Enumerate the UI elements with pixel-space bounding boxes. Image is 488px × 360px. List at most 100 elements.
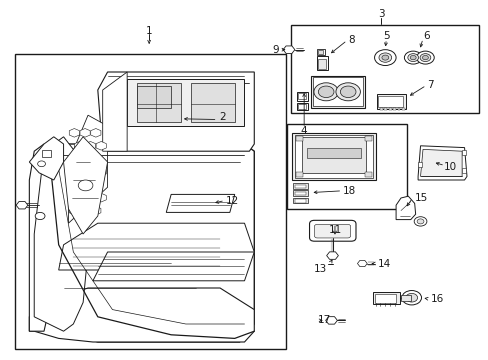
Bar (379, 108, 382, 110)
Bar (293, 198, 307, 203)
Polygon shape (420, 149, 461, 176)
Circle shape (404, 51, 421, 64)
Bar (286, 124, 406, 209)
Circle shape (422, 55, 427, 60)
FancyBboxPatch shape (309, 220, 355, 241)
Bar (296, 136, 303, 141)
Text: 5: 5 (382, 31, 389, 41)
Polygon shape (166, 194, 234, 212)
Circle shape (78, 180, 93, 191)
Polygon shape (68, 115, 107, 223)
Bar (306, 148, 360, 158)
Text: 7: 7 (426, 80, 433, 90)
Bar (318, 59, 325, 69)
Bar (461, 150, 465, 155)
Polygon shape (59, 223, 254, 270)
Bar (316, 49, 324, 55)
Bar (294, 192, 305, 195)
Circle shape (416, 51, 433, 64)
Bar (372, 292, 399, 304)
Polygon shape (34, 144, 254, 342)
Bar (302, 137, 365, 173)
Bar (318, 50, 323, 54)
Bar (293, 183, 307, 189)
Polygon shape (29, 137, 63, 180)
Circle shape (340, 86, 355, 98)
Circle shape (401, 291, 421, 305)
Bar (392, 108, 395, 110)
Bar (376, 94, 405, 109)
Polygon shape (63, 137, 107, 234)
Circle shape (413, 217, 426, 226)
Text: 15: 15 (414, 193, 427, 203)
Bar (401, 108, 404, 110)
Bar (388, 108, 391, 110)
Circle shape (405, 293, 417, 302)
Bar (294, 135, 372, 178)
Bar (311, 76, 365, 108)
Bar (298, 104, 305, 109)
Bar (384, 108, 386, 110)
Bar (364, 172, 371, 177)
Text: 2: 2 (219, 112, 225, 122)
Text: 12: 12 (225, 195, 239, 206)
Circle shape (38, 161, 45, 167)
Circle shape (318, 86, 333, 98)
Bar (190, 83, 234, 122)
Bar (400, 295, 410, 301)
Bar (290, 25, 478, 113)
FancyBboxPatch shape (314, 224, 350, 238)
Bar (296, 92, 307, 101)
Bar (316, 56, 327, 70)
Text: 11: 11 (327, 225, 341, 235)
Text: 18: 18 (343, 186, 356, 196)
Bar (374, 294, 395, 303)
Bar (397, 108, 400, 110)
Circle shape (335, 83, 360, 101)
Bar (41, 150, 51, 157)
Text: 17: 17 (317, 315, 330, 325)
Polygon shape (93, 252, 254, 281)
Circle shape (409, 55, 415, 60)
Text: 4: 4 (300, 126, 307, 136)
Circle shape (381, 55, 388, 60)
Text: 9: 9 (272, 45, 279, 55)
Polygon shape (127, 79, 244, 126)
Text: 10: 10 (443, 162, 455, 172)
Polygon shape (395, 196, 415, 220)
Bar (461, 168, 465, 173)
Text: 16: 16 (429, 294, 443, 304)
Circle shape (35, 212, 45, 220)
Bar (417, 162, 421, 167)
Bar (296, 172, 303, 177)
Polygon shape (102, 72, 127, 151)
Circle shape (416, 219, 423, 224)
Bar (15, 54, 285, 349)
Bar (294, 185, 305, 188)
Text: 6: 6 (422, 31, 429, 41)
Circle shape (378, 53, 391, 62)
Circle shape (313, 83, 338, 101)
Bar (292, 133, 375, 180)
Text: 1: 1 (145, 26, 152, 36)
Polygon shape (98, 72, 254, 151)
Text: 3: 3 (377, 9, 384, 19)
Polygon shape (137, 86, 171, 108)
Circle shape (419, 54, 430, 62)
Polygon shape (34, 137, 88, 331)
Bar (137, 83, 181, 122)
Bar (378, 96, 402, 107)
Circle shape (374, 50, 395, 66)
Bar (294, 199, 305, 203)
Bar (296, 103, 307, 110)
Circle shape (407, 54, 418, 62)
Bar (364, 136, 371, 141)
Text: 13: 13 (313, 264, 326, 274)
Polygon shape (29, 144, 49, 331)
Text: 8: 8 (347, 35, 354, 45)
Bar (293, 190, 307, 196)
Polygon shape (417, 146, 466, 180)
Polygon shape (29, 288, 254, 342)
Text: 14: 14 (377, 258, 390, 269)
Bar (313, 77, 363, 106)
